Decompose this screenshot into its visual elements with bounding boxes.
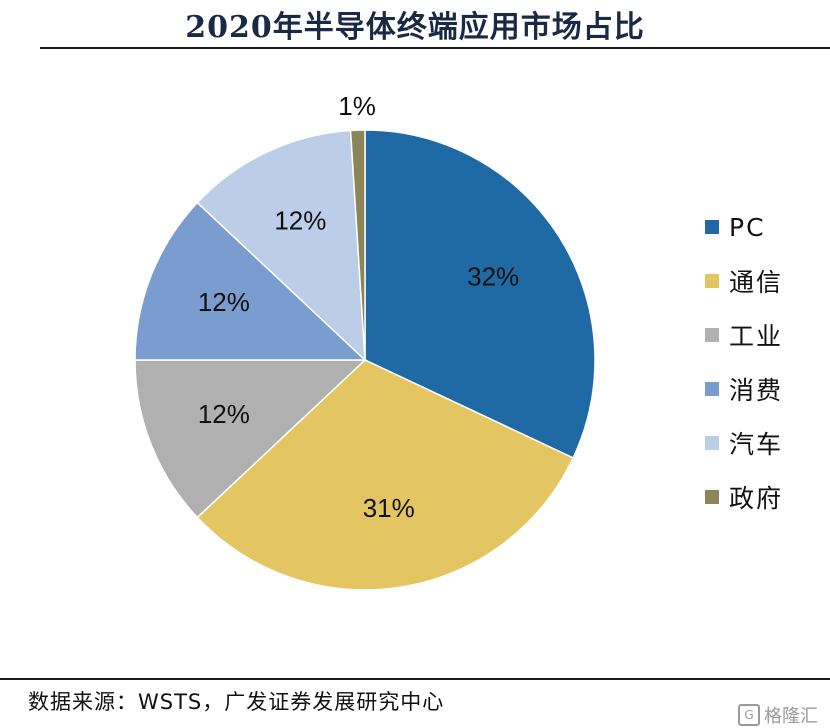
legend-label-3: 工业 xyxy=(729,322,784,351)
pie-slice-5 xyxy=(196,129,366,362)
legend: PC 通信工业消费汽车政府 xyxy=(705,200,783,524)
slice-data-label-6: 1% xyxy=(338,91,376,121)
pie-slice-3 xyxy=(134,359,367,519)
title-rule xyxy=(40,47,830,49)
legend-swatch-1 xyxy=(705,220,719,234)
pie-slice-6 xyxy=(349,129,366,361)
slice-data-label-4: 12% xyxy=(198,287,250,317)
legend-swatch-2 xyxy=(705,274,719,288)
legend-label-2: 通信 xyxy=(729,268,784,297)
legend-label-4: 消费 xyxy=(729,376,784,405)
slice-data-label-5: 12% xyxy=(274,206,326,236)
legend-item-2: 通信 xyxy=(705,254,783,308)
legend-swatch-5 xyxy=(705,436,719,450)
pie-slice-1 xyxy=(364,129,596,459)
watermark-text: 格隆汇 xyxy=(764,706,818,727)
legend-item-6: 政府 xyxy=(705,470,783,524)
legend-label-6: 政府 xyxy=(729,484,784,513)
legend-swatch-6 xyxy=(705,490,719,504)
pie-slice-4 xyxy=(134,201,367,361)
watermark-logo-icon: G xyxy=(738,704,760,726)
pie-slice-2 xyxy=(196,359,575,591)
legend-item-4: 消费 xyxy=(705,362,783,416)
legend-item-3: 工业 xyxy=(705,308,783,362)
pie-chart: 32% 31% 12% 12% 12% 1% xyxy=(134,91,596,591)
legend-item-1: PC xyxy=(705,200,783,254)
legend-label-1: PC xyxy=(729,212,766,242)
slice-data-label-3: 12% xyxy=(198,399,250,429)
source-note: 数据来源：WSTS，广发证券发展研究中心 xyxy=(28,690,445,714)
watermark: G 格隆汇 xyxy=(738,702,818,728)
chart-title: 2020年半导体终端应用市场占比 xyxy=(185,10,645,45)
legend-label-5: 汽车 xyxy=(729,430,784,459)
legend-swatch-4 xyxy=(705,382,719,396)
slice-data-label-1: 32% xyxy=(467,262,519,292)
slice-data-label-2: 31% xyxy=(363,493,415,523)
legend-swatch-3 xyxy=(705,328,719,342)
legend-item-5: 汽车 xyxy=(705,416,783,470)
source-rule xyxy=(0,678,830,680)
